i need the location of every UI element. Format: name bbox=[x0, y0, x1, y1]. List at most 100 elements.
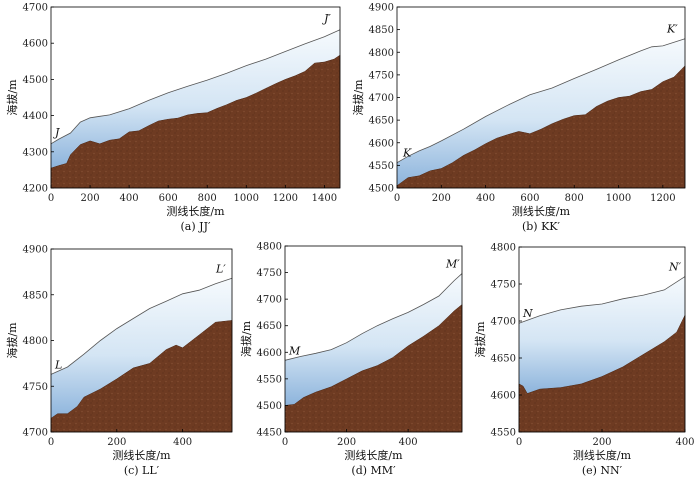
x-tick-label: 200 bbox=[432, 193, 451, 204]
y-axis-label: 海拔/m bbox=[5, 322, 19, 359]
y-tick-label: 4600 bbox=[369, 138, 394, 149]
y-tick-label: 4600 bbox=[491, 391, 516, 402]
x-tick-label: 600 bbox=[520, 193, 539, 204]
x-tick-label: 0 bbox=[48, 437, 54, 448]
profile-end-label: L′ bbox=[215, 262, 226, 275]
panel-caption: (e) NN′ bbox=[582, 464, 623, 477]
chart-panel-4: 0 200 400 4450 4500 4550 4600 4650 4700 4750 4800 测… bbox=[239, 242, 463, 477]
y-tick-label: 4700 bbox=[491, 317, 516, 328]
x-axis-label: 测线长度/m bbox=[344, 448, 403, 462]
x-tick-label: 400 bbox=[173, 437, 192, 448]
y-tick-label: 4450 bbox=[257, 428, 282, 439]
chart-panel-5: 0 200 400 4550 4600 4650 4700 4750 4800 测线长度/m 海拔/… bbox=[473, 243, 695, 478]
y-tick-label: 4850 bbox=[23, 290, 48, 301]
y-tick-label: 4850 bbox=[369, 25, 394, 36]
y-tick-label: 4900 bbox=[369, 3, 394, 14]
x-tick-label: 0 bbox=[394, 193, 400, 204]
y-tick-label: 4750 bbox=[257, 268, 282, 279]
y-tick-label: 4500 bbox=[369, 184, 394, 195]
x-axis-label: 测线长度/m bbox=[166, 204, 225, 218]
plot-frame bbox=[50, 6, 341, 189]
ice-surface-line bbox=[396, 38, 686, 164]
plot-frame bbox=[284, 245, 463, 433]
ice-surface-line bbox=[50, 29, 341, 145]
panel-caption: (a) JJ′ bbox=[181, 220, 211, 233]
y-tick-label: 4600 bbox=[23, 39, 48, 50]
x-tick-label: 200 bbox=[81, 193, 100, 204]
x-tick-label: 400 bbox=[675, 437, 694, 448]
panel-caption: (b) KK′ bbox=[522, 220, 561, 233]
x-tick-label: 0 bbox=[516, 437, 522, 448]
ice-body bbox=[51, 278, 232, 419]
y-tick-label: 4550 bbox=[257, 374, 282, 385]
x-axis-label: 测线长度/m bbox=[112, 448, 171, 462]
ice-body bbox=[519, 276, 685, 394]
y-tick-label: 4500 bbox=[23, 75, 48, 86]
profile-start-label: M bbox=[288, 344, 301, 357]
y-axis-label: 海拔/m bbox=[351, 79, 365, 116]
y-tick-label: 4700 bbox=[23, 3, 48, 14]
profile-start-label: N bbox=[522, 307, 533, 320]
y-axis-label: 海拔/m bbox=[473, 321, 487, 358]
y-tick-label: 4200 bbox=[23, 184, 48, 195]
y-tick-label: 4800 bbox=[23, 336, 48, 347]
chart-panel-1: 0 200 400 600 800 1000 1200 1400 4200 4300 4400 450… bbox=[5, 3, 341, 233]
x-tick-label: 1000 bbox=[606, 193, 631, 204]
x-axis-label: 测线长度/m bbox=[573, 448, 632, 462]
x-tick-label: 0 bbox=[48, 193, 54, 204]
ice-body bbox=[397, 38, 685, 186]
x-tick-label: 200 bbox=[592, 437, 611, 448]
y-tick-label: 4550 bbox=[491, 428, 516, 439]
x-tick-label: 0 bbox=[282, 437, 288, 448]
chart-panel-3: 0 200 400 4700 4750 4800 4850 4900 测线长度/m 海拔/m (c)… bbox=[5, 245, 233, 477]
x-tick-label: 1200 bbox=[650, 193, 675, 204]
profile-end-label: J′ bbox=[322, 12, 331, 25]
profile-start-label: J bbox=[53, 126, 60, 139]
y-tick-label: 4750 bbox=[491, 280, 516, 291]
y-axis-label: 海拔/m bbox=[5, 79, 19, 116]
ice-surface-line bbox=[284, 273, 463, 361]
y-tick-label: 4500 bbox=[257, 401, 282, 412]
y-tick-label: 4800 bbox=[491, 243, 516, 254]
y-tick-label: 4300 bbox=[23, 147, 48, 158]
x-tick-label: 600 bbox=[159, 193, 178, 204]
x-tick-label: 200 bbox=[337, 437, 356, 448]
y-tick-label: 4400 bbox=[23, 111, 48, 122]
panels-layer: 0 200 400 600 800 1000 1200 1400 4200 4300 4400 450… bbox=[5, 3, 695, 478]
x-tick-label: 1400 bbox=[312, 193, 337, 204]
ice-surface-line bbox=[50, 277, 233, 375]
y-tick-label: 4800 bbox=[257, 242, 282, 253]
profile-end-label: K′ bbox=[666, 23, 678, 36]
bedrock-area bbox=[50, 54, 341, 189]
x-tick-label: 800 bbox=[565, 193, 584, 204]
panel-caption: (d) MM′ bbox=[351, 464, 396, 477]
y-tick-label: 4800 bbox=[369, 48, 394, 59]
y-tick-label: 4700 bbox=[23, 428, 48, 439]
y-axis-label: 海拔/m bbox=[239, 320, 253, 357]
profile-end-label: M′ bbox=[445, 258, 460, 271]
profile-start-label: K bbox=[402, 147, 412, 160]
x-tick-label: 1200 bbox=[273, 193, 298, 204]
x-tick-label: 400 bbox=[120, 193, 139, 204]
y-tick-label: 4650 bbox=[369, 116, 394, 127]
bedrock-area bbox=[396, 65, 686, 189]
x-tick-label: 400 bbox=[476, 193, 495, 204]
y-tick-label: 4700 bbox=[257, 295, 282, 306]
x-tick-label: 1000 bbox=[234, 193, 259, 204]
x-axis-label: 测线长度/m bbox=[512, 204, 571, 218]
x-tick-label: 400 bbox=[399, 437, 418, 448]
y-tick-label: 4600 bbox=[257, 348, 282, 359]
y-tick-label: 4900 bbox=[23, 245, 48, 256]
profile-end-label: N′ bbox=[668, 261, 682, 274]
ice-body bbox=[51, 29, 340, 169]
y-tick-label: 4650 bbox=[257, 321, 282, 332]
y-tick-label: 4650 bbox=[491, 354, 516, 365]
y-tick-label: 4700 bbox=[369, 93, 394, 104]
x-tick-label: 800 bbox=[198, 193, 217, 204]
y-tick-label: 4750 bbox=[369, 70, 394, 81]
ice-body bbox=[285, 273, 462, 406]
chart-panel-2: 0 200 400 600 800 1000 1200 4500 4550 4600 4650 470… bbox=[351, 3, 686, 233]
y-tick-label: 4550 bbox=[369, 161, 394, 172]
ice-surface-line bbox=[518, 276, 686, 324]
